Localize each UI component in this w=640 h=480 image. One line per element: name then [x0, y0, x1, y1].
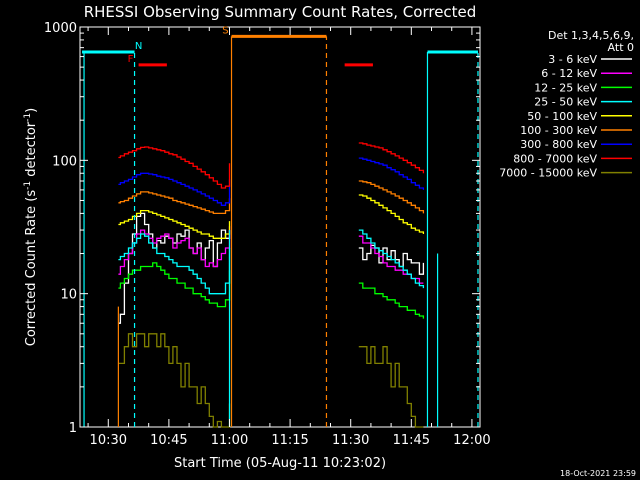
series-line-5-1 — [358, 180, 425, 214]
legend-label-8: 7000 - 15000 keV — [499, 167, 597, 180]
series-line-3-1 — [358, 229, 425, 289]
annotation-layer: NF S — [82, 25, 479, 427]
series-line-2-1 — [358, 282, 425, 319]
x-tick-label-0: 10:30 — [90, 433, 127, 448]
plot-area — [79, 26, 481, 428]
legend-label-0: 3 - 6 keV — [548, 53, 597, 66]
series-line-6-0 — [118, 172, 231, 206]
plot-frame — [79, 26, 481, 428]
plot-timestamp: 18-Oct-2021 23:59 — [560, 469, 636, 478]
legend-label-3: 25 - 50 keV — [534, 96, 597, 109]
legend-header-2: Att 0 — [608, 41, 634, 54]
legend-label-2: 12 - 25 keV — [534, 81, 597, 94]
x-tick-label-2: 11:00 — [211, 433, 248, 448]
y-tick-label-2: 100 — [52, 154, 77, 169]
series-line-4-1 — [358, 194, 425, 234]
y-tick-label-3: 1000 — [44, 21, 77, 36]
y-tick-label-0: 1 — [69, 421, 77, 436]
series-line-8-0 — [118, 333, 231, 428]
y-axis-label: Corrected Count Rate (s-1 detector-1) — [23, 108, 39, 346]
y-axis-label-main: Corrected Count Rate (s — [24, 190, 39, 347]
series-line-0-1 — [358, 244, 425, 275]
y-axis-label-sup2: -1 — [23, 113, 33, 122]
y-axis-label-end: ) — [24, 108, 39, 113]
series-layer — [118, 142, 425, 428]
series-line-7-1 — [358, 142, 425, 174]
legend-label-4: 50 - 100 keV — [527, 110, 597, 123]
series-line-8-1 — [358, 346, 424, 428]
x-tick-label-4: 11:30 — [332, 433, 369, 448]
legend-label-1: 6 - 12 keV — [541, 67, 597, 80]
series-line-7-0 — [118, 146, 231, 189]
series-line-5-0 — [118, 191, 231, 215]
x-tick-label-1: 10:45 — [150, 433, 187, 448]
chart-title: RHESSI Observing Summary Count Rates, Co… — [84, 3, 477, 21]
legend-label-5: 100 - 300 keV — [520, 124, 597, 137]
axes-layer: 10:30 10:45 11:00 11:15 11:30 11:45 12:00 1 10 10… — [44, 21, 491, 448]
y-axis-label-sup1: -1 — [23, 181, 33, 190]
x-tick-label-3: 11:15 — [271, 433, 308, 448]
series-line-3-0 — [118, 233, 231, 295]
series-line-4-0 — [118, 209, 231, 239]
series-line-2-0 — [118, 262, 231, 308]
legend-label-7: 800 - 7000 keV — [513, 152, 597, 165]
x-tick-label-6: 12:00 — [453, 433, 490, 448]
legend-label-6: 300 - 800 keV — [520, 138, 597, 151]
y-axis-label-mid: detector — [24, 121, 39, 181]
legend-header-1: Det 1,3,4,5,6,9, — [548, 29, 634, 42]
x-axis-label: Start Time (05-Aug-11 10:23:02) — [174, 456, 386, 471]
y-tick-label-1: 10 — [60, 288, 77, 303]
series-line-6-1 — [358, 157, 425, 190]
flag-label-0: N — [135, 41, 142, 52]
flag-label-2: F — [128, 54, 134, 65]
flag-label-4: S — [222, 25, 228, 36]
x-tick-label-5: 11:45 — [393, 433, 430, 448]
